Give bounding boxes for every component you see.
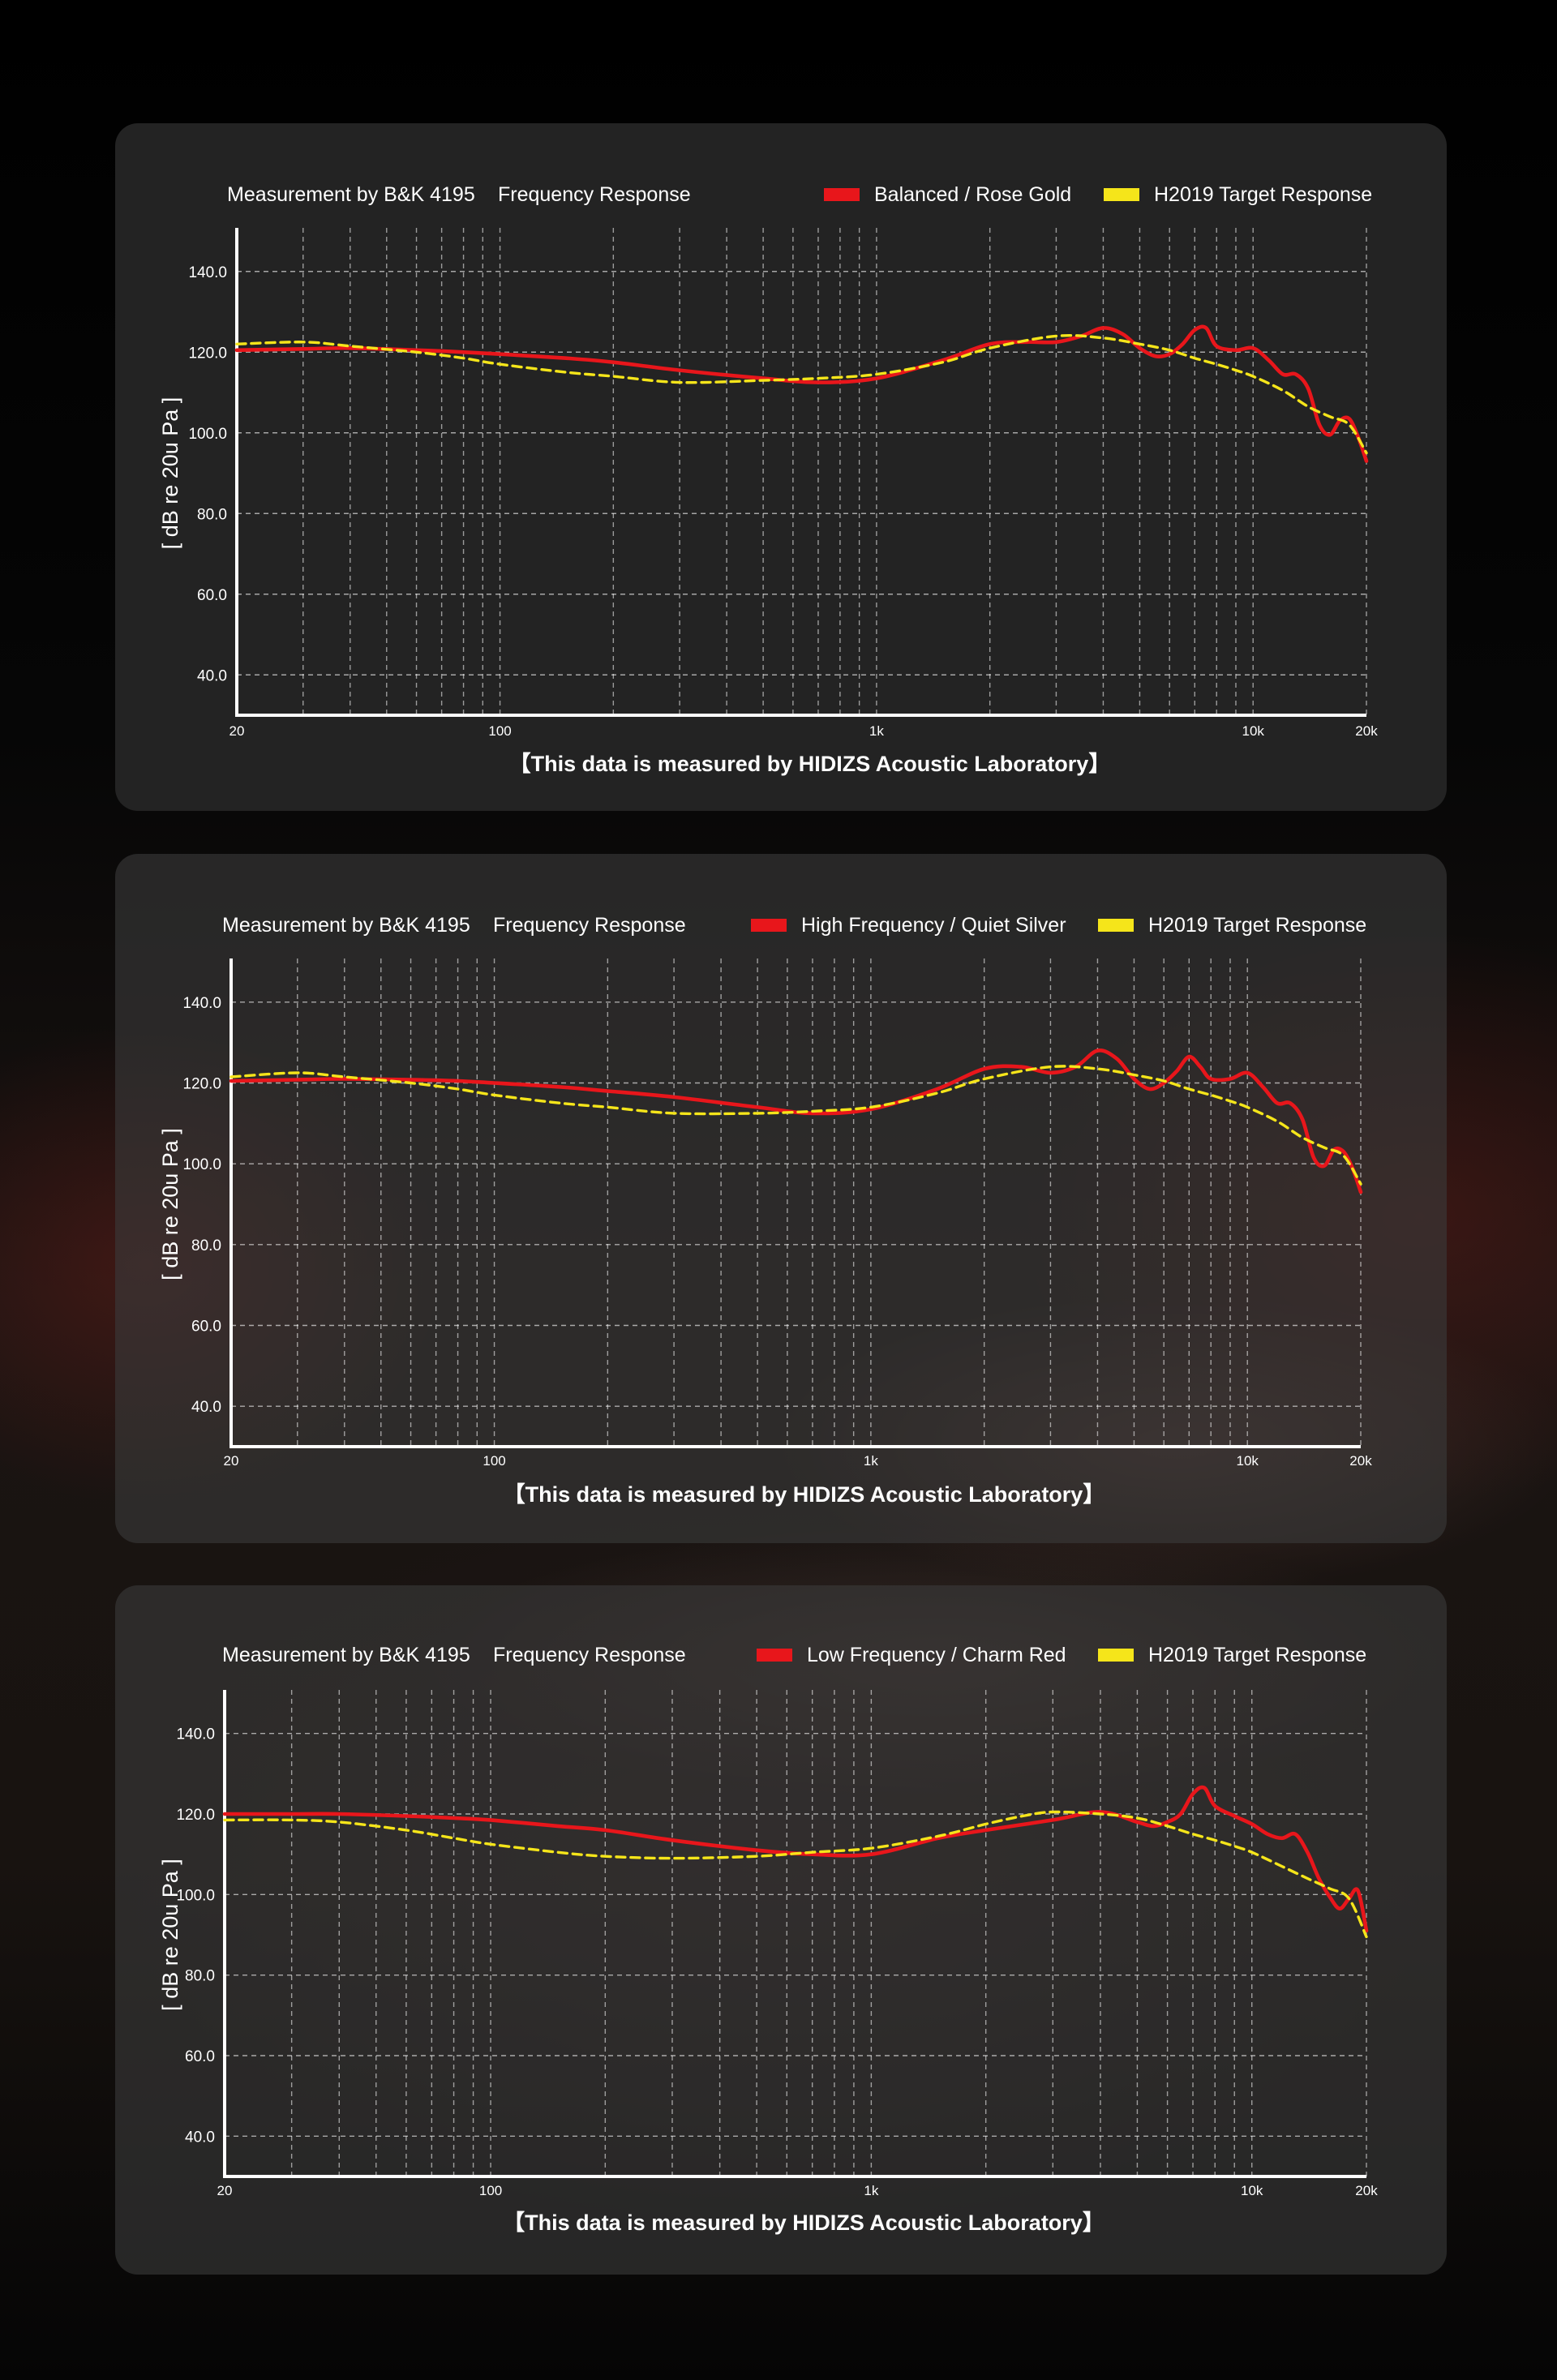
grid [225,1690,1367,2176]
chart-card-high-frequency: 140.0 120.0 100.0 80.0 60.0 40.0 20 100 1k 10k 20k… [115,854,1447,1543]
y-tick-label: 120.0 [176,1807,215,1824]
measured-response-line [222,1785,1369,1933]
y-tick-label: 80.0 [197,506,227,523]
legend-label: Balanced / Rose Gold [874,183,1071,206]
y-tick-label: 100.0 [176,1887,215,1904]
legend: Low Frequency / Charm Red H2019 Target Re… [757,1644,1366,1666]
legend-label: H2019 Target Response [1148,914,1366,937]
legend-label: H2019 Target Response [1148,1644,1366,1666]
chart-subtitle: Frequency Response [493,914,686,937]
chart-title: Measurement by B&K 4195 [222,914,470,937]
legend-swatch [751,919,787,932]
target-response-line [229,1065,1362,1186]
y-tick-label: 120.0 [182,1076,221,1093]
chart-subtitle: Frequency Response [493,1644,686,1666]
y-tick-label: 60.0 [197,587,227,604]
footer-note: 【This data is measured by HIDIZS Acousti… [504,1482,1105,1507]
y-tick-label: 140.0 [176,1726,215,1743]
x-tick-label: 20k [1355,723,1378,739]
y-tick-label: 40.0 [185,2129,215,2146]
legend-label: Low Frequency / Charm Red [807,1644,1066,1666]
chart-card-balanced: 140.0 120.0 100.0 80.0 60.0 40.0 20 100 1k 10k 20k… [115,123,1447,811]
legend-swatch [1104,188,1139,201]
y-tick-label: 60.0 [185,2048,215,2065]
y-tick-label: 40.0 [197,667,227,684]
x-tick-label: 100 [483,1453,505,1469]
x-tick-label: 20 [224,1453,239,1469]
x-tick-label: 10k [1237,1453,1259,1469]
footer-note: 【This data is measured by HIDIZS Acousti… [509,752,1111,776]
y-tick-label: 80.0 [185,1968,215,1985]
legend-swatch [824,188,860,201]
legend: High Frequency / Quiet Silver H2019 Targe… [751,914,1366,937]
chart-subtitle: Frequency Response [498,183,691,206]
frequency-response-chart: 140.0 120.0 100.0 80.0 60.0 40.0 20 100 1k 10k 20k… [158,1644,1378,2235]
x-tick-label: 100 [488,723,511,739]
grid [237,228,1367,715]
y-tick-label: 140.0 [188,264,227,281]
x-tick-label: 1k [864,1453,878,1469]
target-response-line [223,1810,1368,1939]
chart-title: Measurement by B&K 4195 [227,183,475,206]
legend-swatch [1098,919,1134,932]
frequency-response-chart: 140.0 120.0 100.0 80.0 60.0 40.0 20 100 1k 10k 20k… [158,914,1372,1507]
y-axis-label: [ dB re 20u Pa ] [158,1128,182,1280]
grid [231,958,1362,1447]
y-tick-label: 100.0 [182,1156,221,1173]
y-tick-label: 40.0 [191,1399,221,1416]
x-tick-label: 20k [1349,1453,1372,1469]
x-tick-label: 10k [1241,2183,1263,2198]
x-tick-label: 1k [864,2183,878,2198]
chart-card-low-frequency: 140.0 120.0 100.0 80.0 60.0 40.0 20 100 1k 10k 20k… [115,1585,1447,2275]
legend-swatch [757,1649,792,1662]
legend: Balanced / Rose Gold H2019 Target Respons… [824,183,1372,206]
footer-note: 【This data is measured by HIDIZS Acousti… [503,2211,1104,2235]
y-axis-label: [ dB re 20u Pa ] [158,1859,182,2011]
y-axis-label: [ dB re 20u Pa ] [158,397,182,550]
y-tick-label: 60.0 [191,1319,221,1336]
y-tick-label: 120.0 [188,345,227,362]
x-tick-label: 20 [229,723,245,739]
x-tick-label: 1k [869,723,884,739]
legend-label: High Frequency / Quiet Silver [801,914,1066,937]
legend-label: H2019 Target Response [1154,183,1372,206]
measured-response-line [234,324,1369,463]
measured-response-line [229,1048,1363,1194]
x-tick-label: 100 [479,2183,502,2198]
y-tick-label: 140.0 [182,995,221,1012]
y-tick-label: 80.0 [191,1237,221,1254]
x-tick-label: 10k [1242,723,1265,739]
x-tick-label: 20 [217,2183,233,2198]
y-tick-label: 100.0 [188,426,227,443]
legend-swatch [1098,1649,1134,1662]
chart-title: Measurement by B&K 4195 [222,1644,470,1666]
frequency-response-chart: 140.0 120.0 100.0 80.0 60.0 40.0 20 100 1k 10k 20k… [158,183,1378,776]
target-response-line [235,333,1368,455]
x-tick-label: 20k [1355,2183,1378,2198]
